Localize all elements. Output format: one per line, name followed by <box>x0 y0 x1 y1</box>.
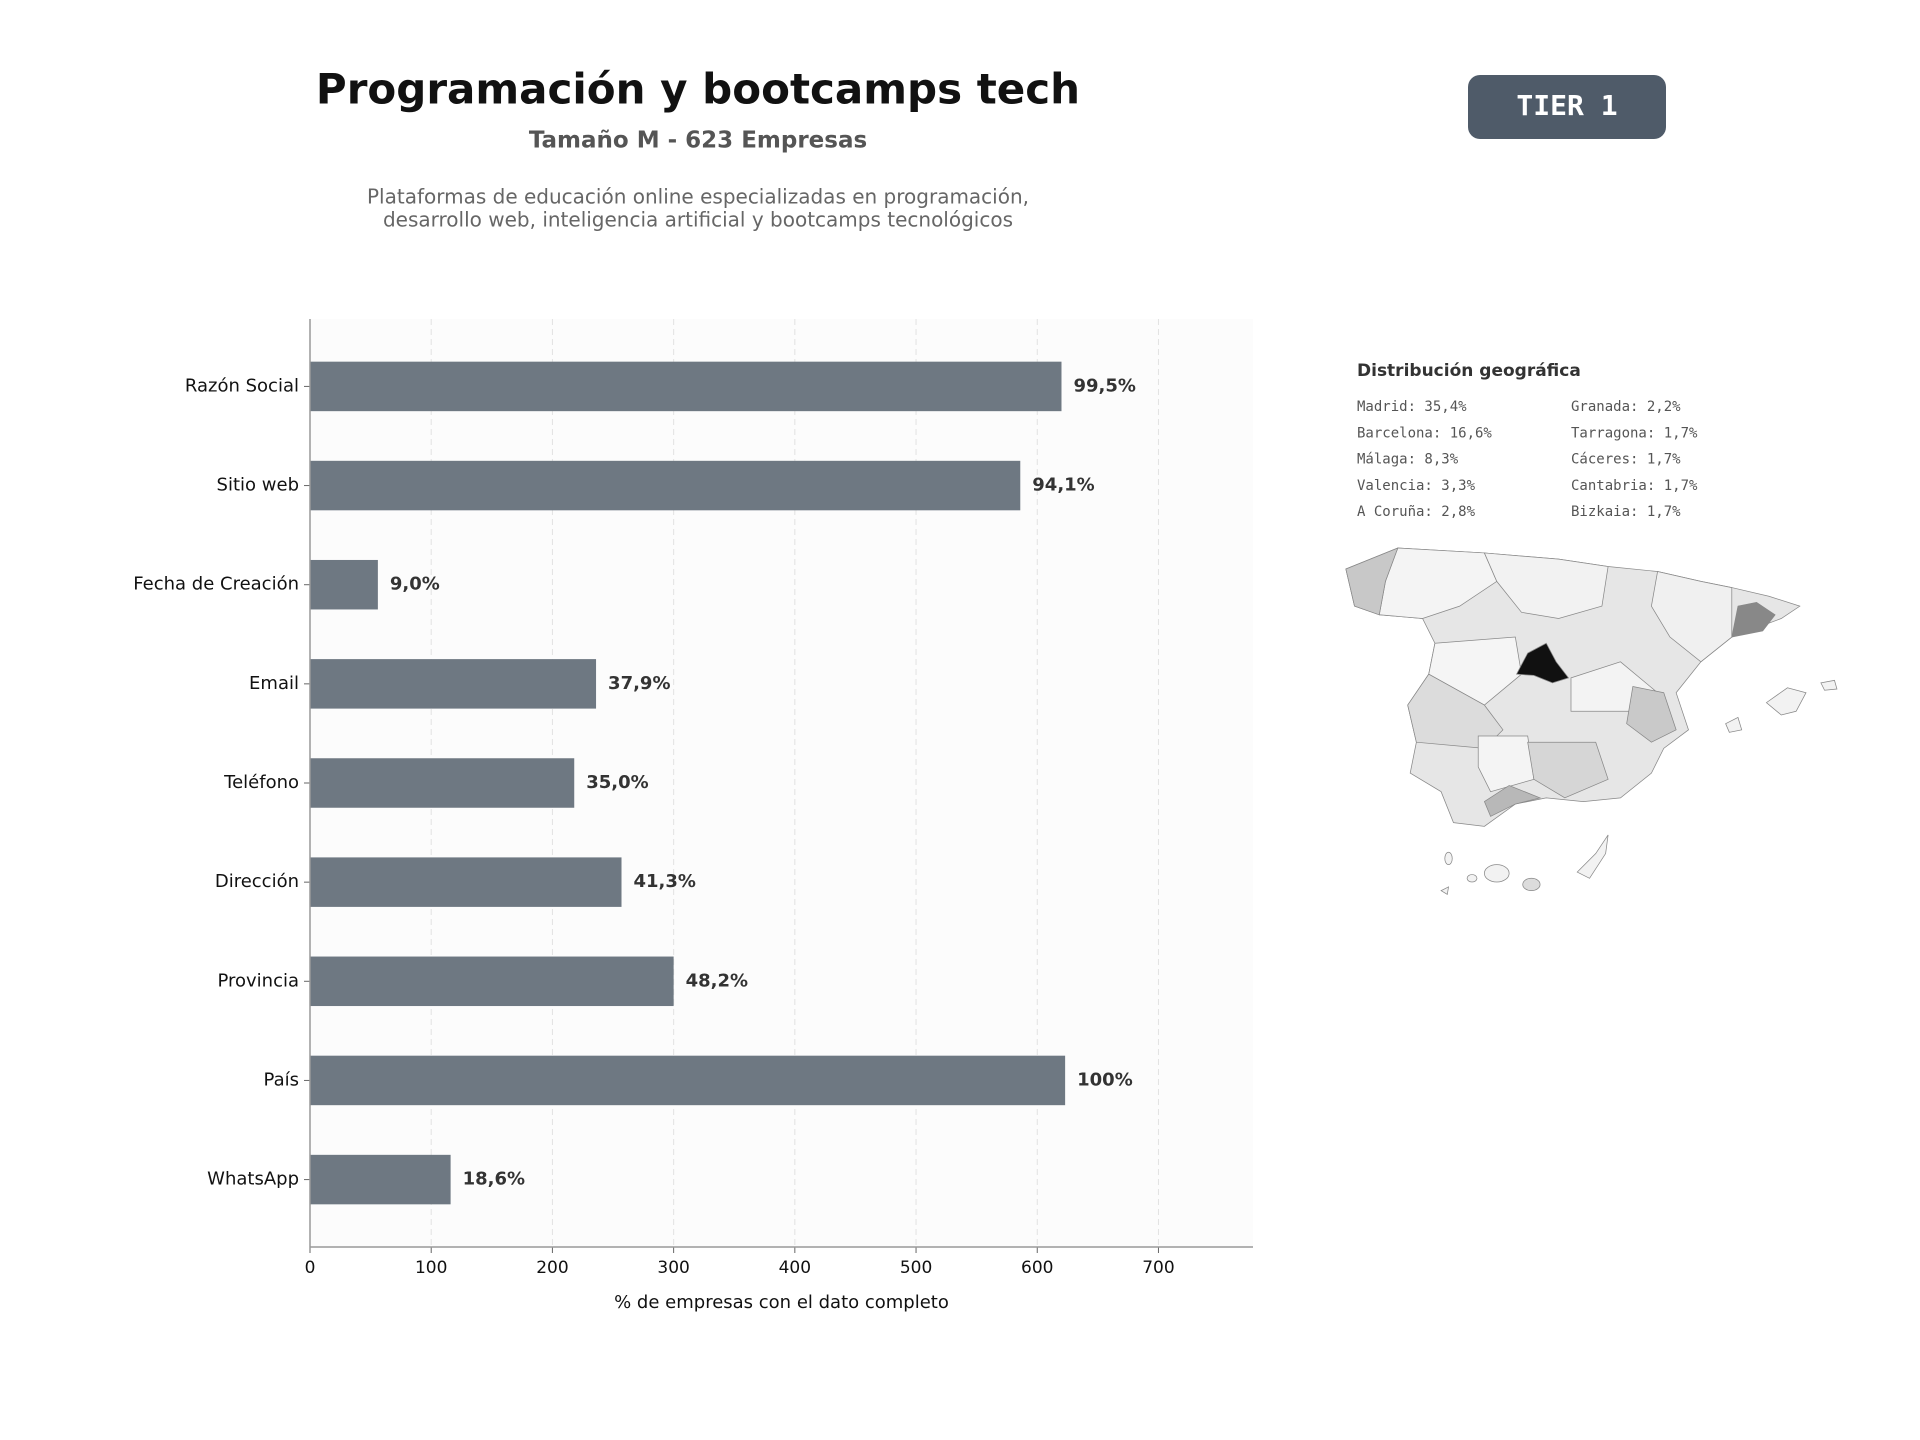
map-island <box>1440 886 1450 895</box>
x-tick-label: 600 <box>1021 1258 1053 1278</box>
map-region <box>1626 686 1677 743</box>
geo-item: Cantabria: 1,7% <box>1571 478 1698 494</box>
map-region <box>1345 547 1399 616</box>
geo-item: Cáceres: 1,7% <box>1571 452 1681 468</box>
x-axis-label: % de empresas con el dato completo <box>614 1292 949 1313</box>
bar <box>310 460 1021 511</box>
value-label: 100% <box>1077 1069 1133 1090</box>
chart-subtitle: Tamaño M - 623 Empresas <box>529 128 867 154</box>
y-tick-label: Dirección <box>215 871 299 892</box>
value-label: 41,3% <box>634 871 696 892</box>
map-region <box>1477 735 1535 793</box>
map-region <box>1407 673 1504 749</box>
x-tick-label: 700 <box>1142 1258 1174 1278</box>
geo-item: Barcelona: 16,6% <box>1357 425 1492 441</box>
value-label: 94,1% <box>1032 475 1094 496</box>
map-island <box>1725 716 1743 733</box>
bar <box>310 956 674 1007</box>
geo-item: Tarragona: 1,7% <box>1571 425 1698 441</box>
bar <box>310 559 378 610</box>
x-tick-label: 0 <box>305 1258 316 1278</box>
bar <box>310 758 575 808</box>
bar <box>310 1055 1066 1106</box>
geo-item: Valencia: 3,3% <box>1357 478 1476 494</box>
geo-item: Madrid: 35,4% <box>1357 399 1467 415</box>
map-region <box>1527 741 1609 799</box>
geo-item: Málaga: 8,3% <box>1357 452 1459 468</box>
bar <box>310 659 597 709</box>
y-tick-label: WhatsApp <box>207 1169 299 1190</box>
bar <box>310 1154 451 1205</box>
value-label: 37,9% <box>608 673 670 694</box>
geo-title: Distribución geográfica <box>1357 361 1581 381</box>
value-label: 18,6% <box>463 1169 525 1190</box>
value-label: 9,0% <box>390 574 440 595</box>
x-tick-label: 200 <box>536 1258 568 1278</box>
value-label: 35,0% <box>586 772 648 793</box>
y-tick-label: País <box>264 1069 299 1090</box>
geo-item: A Coruña: 2,8% <box>1357 504 1476 520</box>
y-tick-label: Sitio web <box>217 475 299 496</box>
badge-label: TIER 1 <box>1516 89 1617 122</box>
y-tick-label: Fecha de Creación <box>133 574 299 595</box>
x-tick-label: 100 <box>415 1258 447 1278</box>
description: desarrollo web, inteligencia artificial … <box>383 208 1013 232</box>
map-region <box>1428 636 1522 706</box>
description: Plataformas de educación online especial… <box>367 185 1029 209</box>
y-tick-label: Razón Social <box>185 375 299 396</box>
map-region <box>1651 571 1733 663</box>
map-island <box>1765 687 1807 716</box>
geo-item: Granada: 2,2% <box>1571 399 1681 415</box>
map-region <box>1515 642 1570 684</box>
y-tick-label: Teléfono <box>223 772 299 793</box>
x-tick-label: 500 <box>900 1258 932 1278</box>
geo-list: Madrid: 35,4% Barcelona: 16,6% Málaga: 8,3… <box>1357 399 1698 520</box>
map-region <box>1483 552 1609 619</box>
bar <box>310 361 1062 412</box>
map <box>1345 547 1838 895</box>
map-island <box>1444 851 1453 866</box>
map-island <box>1820 679 1838 691</box>
bar <box>310 857 622 907</box>
chart-title: Programación y bootcamps tech <box>316 65 1080 114</box>
map-island <box>1522 877 1541 892</box>
map-region <box>1483 785 1542 817</box>
x-tick-label: 300 <box>657 1258 689 1278</box>
badge <box>1468 75 1666 139</box>
x-tick-label: 400 <box>779 1258 811 1278</box>
geo-item: Bizkaia: 1,7% <box>1571 504 1681 520</box>
value-label: 48,2% <box>686 970 748 991</box>
y-tick-label: Provincia <box>217 970 299 991</box>
map-island <box>1466 874 1478 883</box>
value-label: 99,5% <box>1073 375 1135 396</box>
y-tick-label: Email <box>249 673 299 694</box>
map-region <box>1731 602 1776 638</box>
map-island <box>1484 864 1510 883</box>
map-island <box>1576 834 1609 879</box>
